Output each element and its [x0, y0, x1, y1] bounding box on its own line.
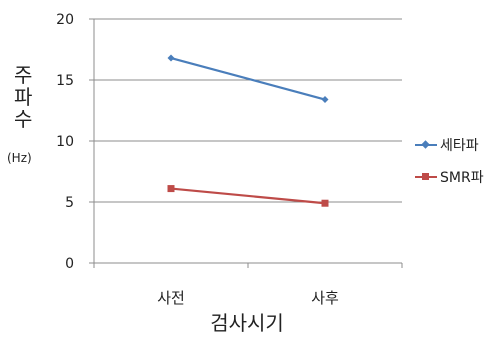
y-tick-label: 15 — [56, 73, 74, 89]
y-tick-label: 0 — [65, 256, 74, 272]
x-tick-labels: 사전 사후 — [157, 289, 339, 307]
legend-swatch-smr — [415, 173, 437, 180]
data-point-marker — [321, 96, 329, 104]
y-axis-label-char-2: 파 — [14, 85, 33, 109]
data-point-marker — [321, 199, 329, 207]
series-line-1 — [170, 56, 326, 101]
series-group — [167, 54, 329, 207]
axes — [89, 18, 403, 268]
y-axis-unit-label: (Hz) — [7, 151, 32, 165]
y-tick-label: 20 — [56, 12, 74, 28]
legend-item-theta: 세타파 — [415, 136, 479, 154]
data-point-marker — [167, 185, 175, 193]
y-tick-label: 10 — [56, 134, 74, 150]
series-line-2 — [170, 187, 326, 205]
legend-item-smr: SMR파 — [415, 168, 484, 186]
y-axis-label-char-3: 수 — [14, 107, 33, 131]
legend-swatch-theta — [415, 140, 437, 149]
x-axis-label: 검사시기 — [210, 311, 284, 335]
y-tick-label: 5 — [65, 195, 74, 211]
y-tick-labels: 0 5 10 15 20 — [56, 12, 74, 272]
square-marker-icon — [422, 173, 429, 180]
data-point-marker — [167, 54, 175, 62]
legend-label-smr: SMR파 — [440, 170, 484, 186]
y-axis-label-char-1: 주 — [14, 63, 33, 87]
x-tick-label: 사후 — [311, 289, 339, 307]
diamond-marker-icon — [421, 140, 430, 149]
legend-label-theta: 세타파 — [440, 138, 479, 154]
gridlines — [94, 18, 402, 203]
x-tick-label: 사전 — [157, 289, 185, 307]
